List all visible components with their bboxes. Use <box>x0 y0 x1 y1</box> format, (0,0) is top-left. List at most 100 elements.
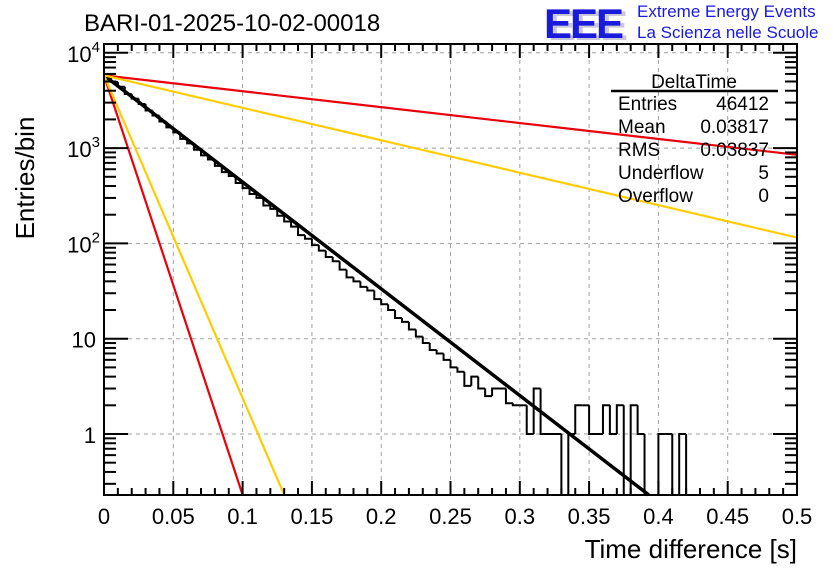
histogram-bin <box>470 375 479 386</box>
histogram-bin <box>276 208 285 217</box>
stats-label: Entries <box>618 94 677 115</box>
logo-line2: La Scienza nelle Scuole <box>637 23 818 42</box>
histogram-bin <box>532 387 541 434</box>
stats-title: DeltaTime <box>651 72 737 93</box>
stats-value: 0.03817 <box>700 117 769 138</box>
histogram-bin <box>449 359 458 369</box>
x-tick-label: 0 <box>98 504 110 529</box>
y-tick-label: 10 <box>72 328 96 353</box>
histogram-bin <box>317 245 326 252</box>
histogram-bin <box>574 404 583 434</box>
logo-line1: Extreme Energy Events <box>637 2 816 21</box>
x-tick-label: 0.1 <box>227 504 258 529</box>
stats-label: RMS <box>618 140 660 161</box>
axis-ticks <box>103 44 798 495</box>
logo-mark: EEE <box>544 0 623 47</box>
histogram-bin <box>359 281 368 288</box>
histogram-bin <box>484 388 493 398</box>
histogram-bin <box>560 434 569 496</box>
histogram-bin <box>588 405 597 435</box>
grid-lines <box>104 44 797 495</box>
y-tick-label: 102 <box>67 229 100 257</box>
series-line-red-steep <box>102 75 244 496</box>
x-tick-label: 0.4 <box>643 504 674 529</box>
histogram-bin <box>421 336 430 345</box>
stats-value: 0.03837 <box>700 140 769 161</box>
x-tick-label: 0.35 <box>568 504 611 529</box>
histogram-bin <box>636 405 645 435</box>
histogram-bin <box>103 75 111 495</box>
stats-label: Mean <box>618 117 666 138</box>
y-tick-label: 104 <box>67 39 100 67</box>
chart-title: BARI-01-2025-10-02-00018 <box>84 10 380 37</box>
histogram-bin <box>428 343 437 352</box>
histogram-bin <box>511 403 520 407</box>
histogram-bin <box>331 256 340 263</box>
histogram-bin <box>414 329 423 338</box>
stats-value: 0 <box>758 186 769 207</box>
histogram-bin <box>678 433 687 495</box>
histogram-bin <box>539 388 548 435</box>
y-tick-label: 103 <box>67 134 100 162</box>
histogram-bin <box>248 188 257 195</box>
series-line-yellow-steep <box>102 74 286 496</box>
histogram-bin <box>303 235 312 240</box>
x-tick-label: 0.3 <box>505 504 536 529</box>
y-axis-title: Entries/bin <box>10 117 40 240</box>
histogram-bin <box>373 290 382 301</box>
histogram-bin <box>477 376 486 390</box>
histogram-bin <box>262 197 271 207</box>
stats-label: Overflow <box>618 186 693 207</box>
x-tick-labels: 0 0.05 0.1 0.15 0.2 0.25 0.3 0.35 0.4 0.45 0.5 <box>98 504 812 529</box>
histogram-bin <box>283 215 292 223</box>
histogram-bin <box>601 404 610 434</box>
histogram-bin <box>352 277 361 283</box>
stats-value: 46412 <box>716 94 769 115</box>
histogram-bin <box>394 310 402 319</box>
x-tick-label: 0.2 <box>366 504 397 529</box>
histogram-bin <box>310 238 319 247</box>
x-tick-label: 0.5 <box>782 504 813 529</box>
x-tick-label: 0.15 <box>290 504 333 529</box>
histogram-bin <box>338 261 347 271</box>
histogram-bin <box>463 371 472 387</box>
histogram-bin <box>615 404 624 434</box>
y-tick-label: 1 <box>84 423 96 448</box>
x-tick-label: 0.25 <box>429 504 472 529</box>
fit-lines <box>102 73 798 497</box>
stats-label: Underflow <box>618 163 704 184</box>
histogram-bin <box>685 434 694 496</box>
histogram-bin <box>671 434 680 496</box>
logo-mark-shadow: EEE <box>548 2 627 49</box>
histogram-bin <box>435 350 444 355</box>
stats-value: 5 <box>758 163 769 184</box>
histogram-bin <box>525 405 534 435</box>
histogram-bin <box>504 388 513 405</box>
x-tick-label: 0.45 <box>706 504 749 529</box>
histogram-bin <box>387 304 396 312</box>
histogram-bin <box>241 183 250 190</box>
histogram-bin <box>643 434 652 496</box>
histogram-bin <box>491 387 500 397</box>
histogram-bin <box>608 405 617 435</box>
histogram-bin <box>407 321 416 331</box>
histogram-bin <box>629 404 638 495</box>
x-axis-title: Time difference [s] <box>585 534 797 564</box>
histogram-bin <box>442 353 451 361</box>
series-line-red-shallow <box>103 74 798 156</box>
histogram-bin <box>380 299 389 306</box>
histogram-bin <box>456 367 465 373</box>
histogram-bin <box>400 317 409 323</box>
histogram-bin <box>366 286 375 292</box>
histogram-bin <box>324 250 333 258</box>
eee-logo: EEE EEE Extreme Energy Events La Scienza… <box>544 0 818 49</box>
histogram-bin <box>567 433 576 495</box>
x-tick-label: 0.05 <box>152 504 195 529</box>
series-line-yellow-shallow <box>103 74 798 239</box>
histogram-bin <box>297 226 305 237</box>
histogram-bin <box>657 433 666 495</box>
histogram-bin <box>290 221 299 228</box>
